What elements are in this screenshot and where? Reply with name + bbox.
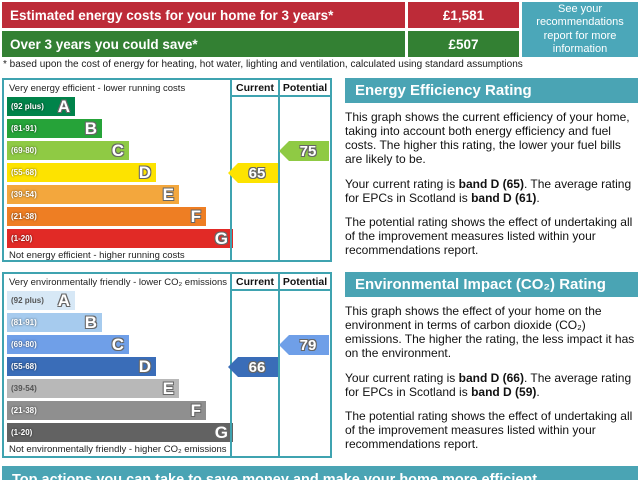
energy-band-e: (39-54) E xyxy=(7,185,179,204)
band-range: (55-68) xyxy=(11,168,37,177)
band-range: (1-20) xyxy=(11,428,33,437)
band-range: (81-91) xyxy=(11,318,37,327)
energy-band-a: (92 plus) A xyxy=(7,97,75,116)
potential-column-header: Potential xyxy=(282,276,328,288)
energy-band-b: (81-91) B xyxy=(7,119,102,138)
estimated-costs-label: Estimated energy costs for your home for… xyxy=(10,7,334,23)
band-letter: A xyxy=(57,97,70,116)
co2-potential-pointer: 79 xyxy=(279,335,329,355)
co2-band-b: (81-91) B xyxy=(7,313,102,332)
energy-band-c: (69-80) C xyxy=(7,141,129,160)
recommendations-info-box: See your recommendations report for more… xyxy=(522,2,638,57)
band-range: (55-68) xyxy=(11,362,37,371)
band-letter: F xyxy=(190,401,201,420)
energy-paragraph-1: This graph shows the current efficiency … xyxy=(345,110,630,167)
co2-paragraph-3: The potential rating shows the effect of… xyxy=(345,408,633,452)
energy-panel-title: Energy Efficiency Rating xyxy=(345,78,638,103)
band-letter: B xyxy=(84,119,97,138)
band-range: (21-38) xyxy=(11,212,37,221)
energy-efficiency-chart: Very energy efficient - lower running co… xyxy=(2,78,332,262)
estimated-costs-row: Estimated energy costs for your home for… xyxy=(2,2,519,28)
band-letter: D xyxy=(138,357,151,376)
band-range: (21-38) xyxy=(11,406,37,415)
co2-band-g: (1-20) G xyxy=(7,423,233,442)
co2-bands: (92 plus) A (81-91) B (69-80) C (55-68) D (3… xyxy=(7,291,233,445)
savings-value: £507 xyxy=(405,31,519,57)
co2-paragraph-1: This graph shows the effect of your home… xyxy=(345,304,635,361)
column-header-underline xyxy=(230,289,330,291)
energy-potential-pointer: 75 xyxy=(279,141,329,161)
band-range: (69-80) xyxy=(11,340,37,349)
co2-potential-value: 79 xyxy=(299,336,317,354)
current-column-header: Current xyxy=(236,82,274,94)
co2-band-d: (55-68) D xyxy=(7,357,156,376)
co2-current-value: 66 xyxy=(248,358,266,376)
band-range: (81-91) xyxy=(11,124,37,133)
band-range: (69-80) xyxy=(11,146,37,155)
band-letter: G xyxy=(214,229,228,248)
co2-paragraph-2: Your current rating is band D (66). The … xyxy=(345,370,632,399)
energy-paragraph-3: The potential rating shows the effect of… xyxy=(345,214,633,258)
band-letter: D xyxy=(138,163,151,182)
current-column-header: Current xyxy=(236,276,274,288)
co2-band-f: (21-38) F xyxy=(7,401,206,420)
co2-band-a: (92 plus) A xyxy=(7,291,75,310)
energy-current-value: 65 xyxy=(248,164,266,182)
band-range: (92 plus) xyxy=(11,102,44,111)
energy-current-pointer: 65 xyxy=(228,163,278,183)
co2-band-e: (39-54) E xyxy=(7,379,179,398)
band-range: (39-54) xyxy=(11,384,37,393)
potential-column-header: Potential xyxy=(282,82,328,94)
band-letter: G xyxy=(214,423,228,442)
energy-paragraph-2: Your current rating is band D (65). The … xyxy=(345,176,632,205)
co2-band-c: (69-80) C xyxy=(7,335,129,354)
band-letter: A xyxy=(57,291,70,310)
co2-panel-title: Environmental Impact (CO₂) Rating xyxy=(345,272,638,297)
energy-bands: (92 plus) A (81-91) B (69-80) C (55-68) D (3… xyxy=(7,97,233,251)
savings-label: Over 3 years you could save* xyxy=(10,36,198,52)
energy-bottom-caption: Not energy efficient - higher running co… xyxy=(9,250,185,261)
co2-impact-chart: Very environmentally friendly - lower CO… xyxy=(2,272,332,458)
energy-band-g: (1-20) G xyxy=(7,229,233,248)
band-range: (1-20) xyxy=(11,234,33,243)
band-letter: C xyxy=(111,335,124,354)
energy-panel-text: This graph shows the current efficiency … xyxy=(345,110,638,267)
band-letter: C xyxy=(111,141,124,160)
band-range: (39-54) xyxy=(11,190,37,199)
assumptions-footnote: * based upon the cost of energy for heat… xyxy=(3,59,523,70)
estimated-costs-value: £1,581 xyxy=(405,2,519,28)
energy-potential-value: 75 xyxy=(299,142,317,160)
column-divider xyxy=(278,274,280,456)
band-letter: E xyxy=(162,379,174,398)
co2-panel-text: This graph shows the effect of your home… xyxy=(345,304,638,461)
co2-current-pointer: 66 xyxy=(228,357,278,377)
top-actions-banner: Top actions you can take to save money a… xyxy=(2,466,638,480)
energy-band-f: (21-38) F xyxy=(7,207,206,226)
band-letter: B xyxy=(84,313,97,332)
band-letter: E xyxy=(162,185,174,204)
energy-top-caption: Very energy efficient - lower running co… xyxy=(9,83,186,94)
column-header-underline xyxy=(230,95,330,97)
co2-bottom-caption: Not environmentally friendly - higher CO… xyxy=(9,444,227,455)
savings-row: Over 3 years you could save* £507 xyxy=(2,31,519,57)
band-letter: F xyxy=(190,207,201,226)
co2-top-caption: Very environmentally friendly - lower CO… xyxy=(9,277,228,288)
band-range: (92 plus) xyxy=(11,296,44,305)
column-divider xyxy=(278,80,280,260)
energy-band-d: (55-68) D xyxy=(7,163,156,182)
